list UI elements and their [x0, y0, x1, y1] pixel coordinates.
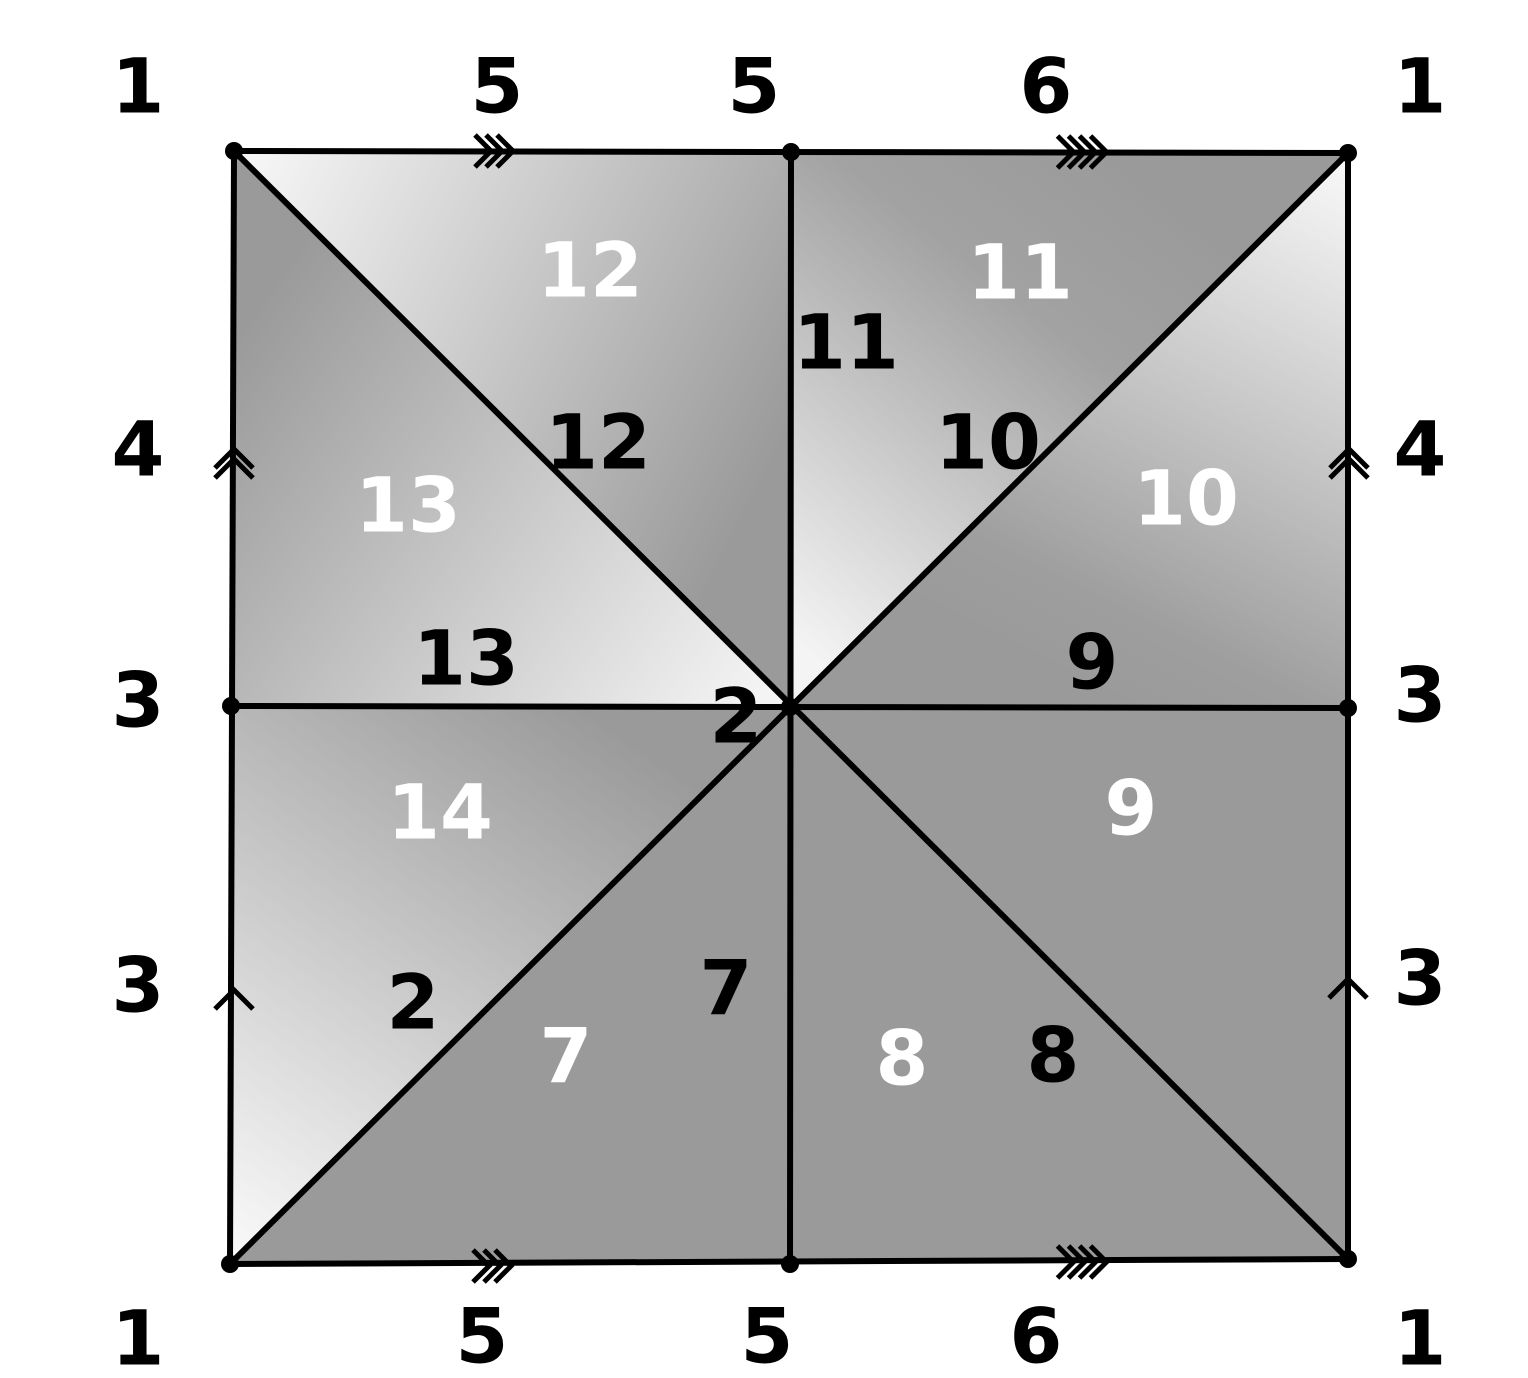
vertex-dot-bm [781, 1255, 799, 1273]
vertex-dot-bl [221, 1255, 239, 1273]
vertex-dots [221, 142, 1357, 1273]
corner-label: 1 [112, 42, 165, 131]
arrow-chevron-right-lower-1 [1327, 975, 1369, 1000]
bottom-edge-label: 5 [456, 1292, 509, 1378]
left-edge-label: 3 [112, 941, 165, 1030]
arrow-chevron-left-lower-1 [213, 986, 255, 1011]
vertex-dot-tl [225, 142, 243, 160]
arrow-chevron-top-right-1 [1055, 134, 1078, 170]
arrow-chevron-bottom-right-2 [1066, 1244, 1089, 1280]
arrow-chevron-bottom-left-3 [493, 1248, 515, 1284]
arrow-chevron-left-upper-2 [213, 455, 255, 480]
top-edge-label: 6 [1020, 42, 1073, 131]
arrow-chevron-bottom-left-1 [471, 1248, 493, 1284]
right-edge-label: 3 [1394, 934, 1447, 1023]
region-label-black: 13 [413, 614, 519, 703]
bottom-edge-label: 6 [1010, 1292, 1063, 1378]
region-label-white: 7 [540, 1012, 593, 1101]
left-edge-label: 3 [112, 656, 165, 745]
region-label-black: 2 [710, 672, 763, 761]
arrow-chevron-right-upper-2 [1328, 455, 1370, 480]
right-edge-label: 4 [1394, 405, 1447, 494]
arrow-chevron-bottom-left-2 [482, 1248, 504, 1284]
right-edge-label: 3 [1394, 651, 1447, 740]
vertex-dot-cc [781, 698, 799, 716]
vertex-dot-mr [1339, 699, 1357, 717]
left-edge-label: 4 [112, 405, 165, 494]
arrow-chevron-top-left-1 [473, 133, 495, 169]
arrow-chevron-top-right-2 [1066, 134, 1089, 170]
corner-label: 1 [1394, 1294, 1447, 1378]
vertex-dot-tm [782, 143, 800, 161]
region-label-white: 8 [876, 1014, 929, 1103]
region-label-white: 11 [967, 228, 1073, 317]
region-label-white: 13 [355, 461, 461, 550]
region-label-white: 12 [537, 226, 643, 315]
arrow-chevron-top-right-3 [1077, 134, 1100, 170]
arrow-chevron-bottom-right-1 [1055, 1244, 1078, 1280]
region-label-white: 14 [387, 768, 493, 857]
region-label-black: 10 [935, 398, 1041, 487]
corner-label: 1 [112, 1294, 165, 1378]
arrow-chevron-top-left-2 [484, 133, 506, 169]
region-label-black: 2 [387, 958, 440, 1047]
arrow-chevron-top-right-4 [1088, 134, 1111, 170]
region-label-black: 8 [1027, 1011, 1080, 1100]
region-label-white: 9 [1105, 764, 1158, 853]
vertex-dot-br [1339, 1250, 1357, 1268]
arrow-chevron-bottom-right-4 [1088, 1244, 1111, 1280]
corner-label: 1 [1394, 42, 1447, 131]
region-label-black: 9 [1066, 618, 1119, 707]
arrow-chevron-top-left-3 [495, 133, 517, 169]
bottom-edge-label: 5 [741, 1292, 794, 1378]
region-label-black: 7 [700, 944, 753, 1033]
top-edge-label: 5 [471, 42, 524, 131]
arrow-chevron-left-upper-1 [213, 445, 255, 470]
edge-arrow-marks [213, 133, 1370, 1284]
arrow-chevron-right-upper-1 [1328, 445, 1370, 470]
vertex-dot-ml [222, 697, 240, 715]
arrow-chevron-bottom-right-3 [1077, 1244, 1100, 1280]
top-edge-label: 5 [728, 42, 781, 131]
region-label-black: 11 [793, 298, 899, 387]
vertex-dot-tr [1339, 144, 1357, 162]
region-label-white: 10 [1133, 454, 1239, 543]
region-label-black: 12 [545, 398, 651, 487]
